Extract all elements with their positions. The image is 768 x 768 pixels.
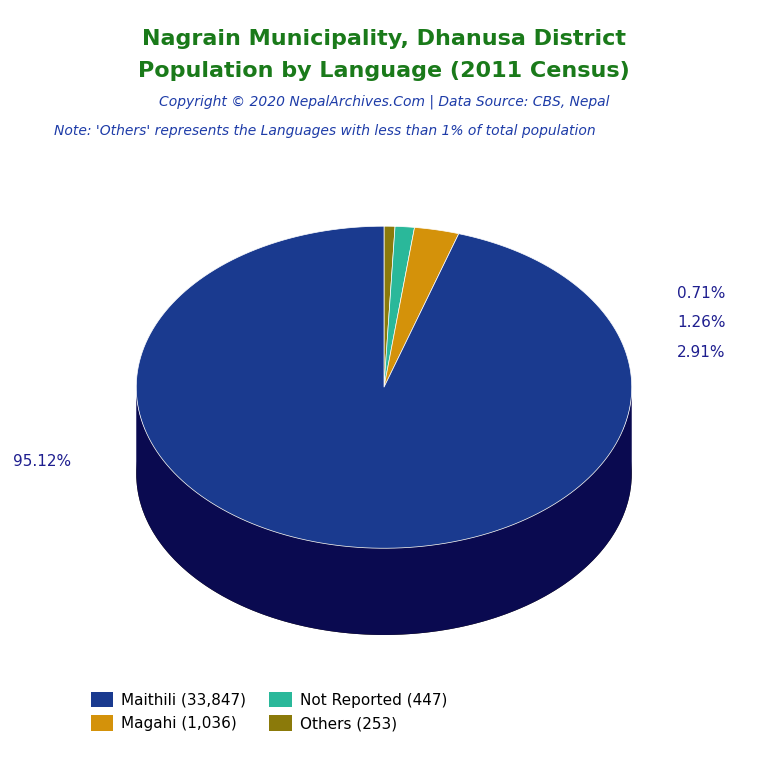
Polygon shape	[384, 227, 395, 387]
Polygon shape	[384, 227, 458, 387]
Polygon shape	[136, 227, 632, 548]
Text: 2.91%: 2.91%	[677, 345, 725, 360]
Polygon shape	[384, 227, 415, 387]
Text: Note: 'Others' represents the Languages with less than 1% of total population: Note: 'Others' represents the Languages …	[54, 124, 595, 138]
Ellipse shape	[136, 313, 632, 635]
Text: 1.26%: 1.26%	[677, 316, 725, 330]
Text: 0.71%: 0.71%	[677, 286, 725, 300]
Polygon shape	[136, 386, 632, 635]
Text: Nagrain Municipality, Dhanusa District: Nagrain Municipality, Dhanusa District	[142, 29, 626, 49]
Legend: Maithili (33,847), Magahi (1,036), Not Reported (447), Others (253): Maithili (33,847), Magahi (1,036), Not R…	[84, 686, 453, 737]
Text: Copyright © 2020 NepalArchives.Com | Data Source: CBS, Nepal: Copyright © 2020 NepalArchives.Com | Dat…	[159, 94, 609, 109]
Text: 95.12%: 95.12%	[13, 454, 71, 469]
Text: Population by Language (2011 Census): Population by Language (2011 Census)	[138, 61, 630, 81]
